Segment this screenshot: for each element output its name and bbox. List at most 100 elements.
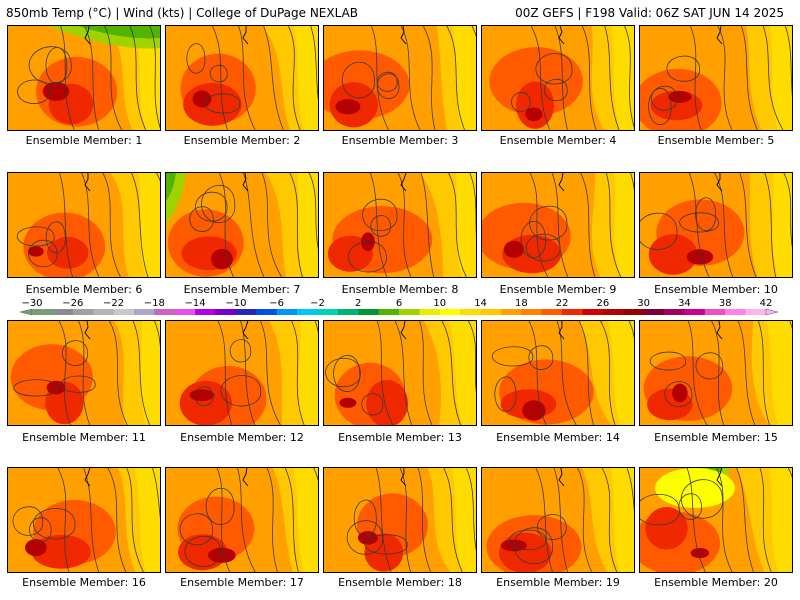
- coastline: [716, 468, 723, 487]
- temperature-field: [324, 26, 476, 130]
- height-contour: [81, 173, 100, 277]
- mild-region-east: [140, 321, 160, 425]
- ensemble-member-label: Ensemble Member: 1: [25, 134, 143, 147]
- closed-contour: [12, 506, 44, 536]
- colorbar-cell: [480, 309, 502, 315]
- closed-contour: [680, 479, 723, 519]
- closed-contour: [494, 376, 517, 412]
- ensemble-member-label: Ensemble Member: 4: [499, 134, 617, 147]
- colorbar-tick-label: −26: [62, 298, 83, 309]
- height-contour: [624, 26, 634, 128]
- ensemble-member-label: Ensemble Member: 18: [338, 576, 462, 589]
- extreme-hot-region: [25, 539, 47, 557]
- temperature-field: [166, 321, 318, 425]
- height-contour: [626, 468, 634, 511]
- very-hot-region: [31, 534, 91, 569]
- height-contour: [103, 26, 123, 130]
- temperature-field: [166, 468, 318, 572]
- colorbar-cell: [337, 309, 359, 315]
- height-contour: [446, 26, 466, 130]
- mild-region-east: [772, 173, 792, 277]
- height-contour: [717, 26, 733, 130]
- ensemble-member-label: Ensemble Member: 8: [341, 283, 459, 296]
- height-contour: [287, 26, 301, 130]
- temperature-field: [324, 321, 476, 425]
- colorbar-cell: [133, 309, 155, 315]
- ensemble-member-map: [165, 467, 319, 573]
- mild-region-east: [611, 26, 634, 130]
- coastline: [558, 26, 565, 45]
- mild-region-east: [297, 173, 318, 277]
- height-contour: [84, 26, 100, 130]
- coastline: [242, 26, 249, 45]
- ensemble-member-map: [481, 320, 635, 426]
- height-contour: [465, 468, 476, 551]
- height-contour: [394, 321, 413, 425]
- coastline: [84, 173, 91, 192]
- ensemble-member-map: [323, 172, 477, 278]
- coastline: [716, 321, 723, 340]
- closed-contour: [45, 47, 68, 84]
- colorbar-cell: [704, 309, 726, 315]
- closed-contour: [189, 206, 214, 232]
- temperature-field: [640, 321, 792, 425]
- height-contour: [630, 173, 634, 191]
- temperature-field: [482, 468, 634, 572]
- height-contour: [149, 26, 160, 129]
- closed-contour: [525, 233, 561, 262]
- extreme-hot-region: [189, 389, 215, 402]
- colorbar-cell: [521, 309, 543, 315]
- height-contour: [102, 173, 121, 277]
- ensemble-member-label: Ensemble Member: 16: [22, 576, 146, 589]
- very-hot-region: [179, 380, 232, 425]
- height-contour: [551, 173, 569, 277]
- height-contour: [376, 321, 394, 425]
- height-contour: [400, 26, 421, 130]
- colorbar-tick-label: 30: [637, 298, 650, 309]
- closed-contour: [695, 352, 724, 380]
- extreme-hot-region: [28, 246, 44, 257]
- ensemble-member-label: Ensemble Member: 12: [180, 431, 304, 444]
- height-contour: [628, 321, 634, 340]
- run-valid-title: 00Z GEFS | F198 Valid: 06Z SAT JUN 14 20…: [515, 6, 784, 20]
- height-contour: [308, 173, 318, 250]
- ensemble-member-map: [481, 467, 635, 573]
- colorbar-tick-label: 26: [597, 298, 610, 309]
- colorbar-cell: [317, 309, 339, 315]
- height-contour: [715, 468, 733, 572]
- height-contour: [689, 26, 702, 130]
- closed-contour: [543, 78, 568, 102]
- height-contour: [132, 321, 151, 425]
- closed-contour: [204, 93, 241, 114]
- ensemble-member-map: [7, 467, 161, 573]
- height-contour: [711, 321, 725, 425]
- colorbar-cell: [419, 309, 441, 315]
- height-contour: [737, 321, 756, 425]
- colorbar-cell: [602, 309, 624, 315]
- coastline: [558, 468, 565, 487]
- temperature-field: [324, 173, 476, 277]
- height-contour: [243, 173, 265, 277]
- height-contour: [58, 321, 72, 425]
- closed-contour: [528, 345, 554, 370]
- colorbar-cell: [399, 309, 420, 315]
- height-contour: [284, 468, 299, 572]
- temperature-field: [8, 468, 160, 572]
- closed-contour: [220, 375, 262, 407]
- coastline: [716, 26, 723, 45]
- height-contour: [310, 26, 318, 101]
- height-contour: [599, 321, 616, 425]
- extreme-hot-region: [192, 90, 212, 108]
- closed-contour: [325, 357, 361, 388]
- height-contour: [107, 468, 127, 572]
- colorbar-tick-labels: −30 −26 −22 −18 −14 −10 −6 −2 2 6 10 14 18 22 26 30 34 38…: [21, 298, 772, 309]
- closed-contour: [678, 493, 702, 520]
- height-contour: [736, 468, 754, 572]
- closed-contour: [16, 226, 55, 247]
- height-contour: [259, 321, 281, 425]
- mild-region-east: [455, 173, 476, 277]
- colorbar-cell: [500, 309, 522, 315]
- height-contour: [604, 26, 620, 130]
- colorbar-tick-label: 18: [515, 298, 528, 309]
- closed-contour: [648, 88, 672, 125]
